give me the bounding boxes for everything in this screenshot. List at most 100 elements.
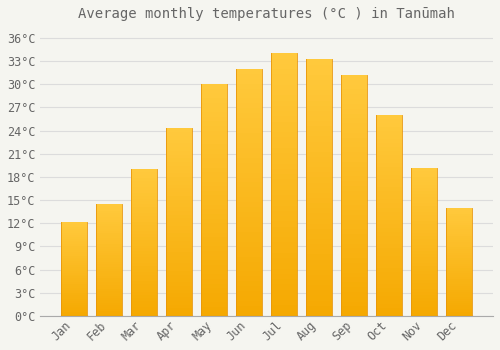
- Bar: [166, 305, 192, 308]
- Bar: [166, 256, 192, 260]
- Bar: [411, 188, 438, 191]
- Bar: [96, 300, 122, 302]
- Bar: [446, 271, 472, 273]
- Bar: [131, 178, 157, 181]
- Bar: [236, 237, 262, 242]
- Bar: [341, 297, 367, 301]
- Bar: [376, 264, 402, 268]
- Bar: [376, 163, 402, 167]
- Bar: [201, 140, 228, 145]
- Bar: [96, 246, 122, 249]
- Bar: [131, 187, 157, 190]
- Bar: [446, 307, 472, 309]
- Bar: [341, 85, 367, 89]
- Bar: [61, 292, 87, 293]
- Bar: [96, 294, 122, 296]
- Bar: [271, 95, 297, 100]
- Bar: [341, 123, 367, 128]
- Bar: [201, 279, 228, 284]
- Bar: [446, 301, 472, 303]
- Bar: [341, 287, 367, 292]
- Bar: [271, 264, 297, 269]
- Bar: [201, 223, 228, 228]
- Bar: [411, 262, 438, 266]
- Bar: [341, 229, 367, 234]
- Bar: [131, 295, 157, 298]
- Bar: [446, 290, 472, 292]
- Bar: [271, 137, 297, 142]
- Bar: [61, 252, 87, 254]
- Bar: [446, 288, 472, 290]
- Bar: [201, 172, 228, 177]
- Bar: [306, 111, 332, 116]
- Bar: [131, 260, 157, 263]
- Bar: [271, 232, 297, 237]
- Bar: [376, 300, 402, 304]
- Bar: [166, 140, 192, 143]
- Bar: [306, 270, 332, 275]
- Bar: [411, 278, 438, 280]
- Bar: [236, 133, 262, 138]
- Bar: [166, 271, 192, 275]
- Bar: [306, 167, 332, 172]
- Bar: [411, 242, 438, 245]
- Bar: [201, 103, 228, 107]
- Bar: [306, 60, 332, 65]
- Bar: [96, 289, 122, 291]
- Bar: [341, 94, 367, 99]
- Bar: [61, 280, 87, 282]
- Bar: [166, 267, 192, 271]
- Bar: [236, 143, 262, 148]
- Bar: [96, 269, 122, 271]
- Bar: [446, 234, 472, 236]
- Bar: [411, 284, 438, 286]
- Bar: [271, 148, 297, 153]
- Bar: [341, 205, 367, 210]
- Bar: [446, 219, 472, 221]
- Bar: [201, 195, 228, 200]
- Bar: [411, 268, 438, 272]
- Bar: [341, 138, 367, 142]
- Bar: [61, 295, 87, 297]
- Bar: [271, 142, 297, 148]
- Bar: [271, 116, 297, 121]
- Bar: [236, 108, 262, 113]
- Bar: [201, 302, 228, 307]
- Bar: [131, 202, 157, 204]
- Bar: [96, 224, 122, 226]
- Bar: [411, 186, 438, 188]
- Bar: [96, 285, 122, 287]
- Bar: [376, 284, 402, 288]
- Bar: [201, 117, 228, 121]
- Bar: [96, 312, 122, 314]
- Bar: [411, 260, 438, 262]
- Bar: [236, 197, 262, 202]
- Bar: [446, 268, 472, 271]
- Bar: [131, 175, 157, 178]
- Bar: [236, 93, 262, 98]
- Bar: [376, 180, 402, 183]
- Bar: [306, 203, 332, 208]
- Bar: [61, 284, 87, 286]
- Bar: [236, 153, 262, 158]
- Bar: [201, 177, 228, 182]
- Bar: [96, 211, 122, 213]
- Bar: [201, 191, 228, 195]
- Bar: [341, 306, 367, 311]
- Bar: [131, 275, 157, 278]
- Bar: [236, 286, 262, 291]
- Bar: [376, 280, 402, 284]
- Bar: [236, 227, 262, 232]
- Bar: [411, 266, 438, 268]
- Bar: [271, 111, 297, 116]
- Bar: [236, 163, 262, 168]
- Bar: [131, 313, 157, 316]
- Bar: [166, 184, 192, 188]
- Bar: [411, 212, 438, 215]
- Bar: [341, 200, 367, 205]
- Bar: [96, 222, 122, 224]
- Bar: [166, 177, 192, 181]
- Bar: [411, 298, 438, 301]
- Bar: [271, 69, 297, 74]
- Bar: [446, 214, 472, 216]
